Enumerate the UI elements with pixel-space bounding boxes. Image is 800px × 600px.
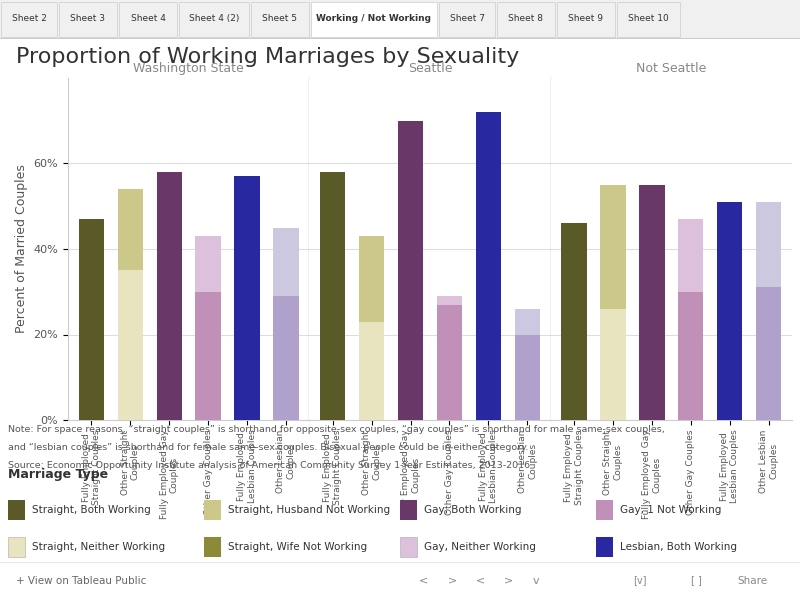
Text: Sheet 9: Sheet 9 <box>569 14 603 23</box>
FancyBboxPatch shape <box>400 500 418 520</box>
Title: Seattle: Seattle <box>408 62 452 76</box>
Text: Note: For space reasons, “straight couples” is shorthand for opposite-sex couple: Note: For space reasons, “straight coupl… <box>8 425 665 434</box>
Bar <box>437 296 462 305</box>
FancyBboxPatch shape <box>596 500 614 520</box>
Text: Straight, Both Working: Straight, Both Working <box>31 505 150 515</box>
Bar <box>600 309 626 420</box>
Text: Sheet 10: Sheet 10 <box>628 14 669 23</box>
Text: Gay, 1 Not Working: Gay, 1 Not Working <box>619 505 721 515</box>
Bar <box>562 223 586 420</box>
Title: Washington State: Washington State <box>134 62 244 76</box>
FancyBboxPatch shape <box>204 537 222 557</box>
Text: and “lesbian couples” is shorthand for female same-sex couples. Bisexual people : and “lesbian couples” is shorthand for f… <box>8 443 528 452</box>
FancyBboxPatch shape <box>119 2 177 37</box>
Bar <box>320 172 346 420</box>
FancyBboxPatch shape <box>557 2 615 37</box>
Bar <box>678 292 703 420</box>
FancyBboxPatch shape <box>439 2 495 37</box>
Text: <: < <box>475 575 485 586</box>
FancyBboxPatch shape <box>251 2 309 37</box>
Text: Sheet 8: Sheet 8 <box>509 14 543 23</box>
Text: Proportion of Working Marriages by Sexuality: Proportion of Working Marriages by Sexua… <box>16 47 519 67</box>
Bar <box>78 219 104 420</box>
Text: [ ]: [ ] <box>690 575 702 586</box>
Bar <box>398 121 423 420</box>
Text: Source: Economic Opportunity Institute analysis of American Community Survey 1-Y: Source: Economic Opportunity Institute a… <box>8 461 530 470</box>
Text: Sheet 4: Sheet 4 <box>130 14 166 23</box>
Bar <box>359 322 384 420</box>
FancyBboxPatch shape <box>400 537 418 557</box>
Text: [v]: [v] <box>634 575 646 586</box>
FancyBboxPatch shape <box>8 537 26 557</box>
Bar <box>639 185 665 420</box>
FancyBboxPatch shape <box>204 500 222 520</box>
Bar <box>195 292 221 420</box>
Text: Sheet 3: Sheet 3 <box>70 14 106 23</box>
Bar <box>437 305 462 420</box>
Text: Gay, Both Working: Gay, Both Working <box>423 505 521 515</box>
Y-axis label: Percent of Married Couples: Percent of Married Couples <box>15 164 28 334</box>
Text: Working / Not Working: Working / Not Working <box>317 14 431 23</box>
Text: Share: Share <box>737 575 767 586</box>
Bar <box>359 236 384 322</box>
Text: Straight, Wife Not Working: Straight, Wife Not Working <box>227 542 366 552</box>
Text: Straight, Husband Not Working: Straight, Husband Not Working <box>227 505 390 515</box>
FancyBboxPatch shape <box>497 2 555 37</box>
Text: <: < <box>419 575 429 586</box>
FancyBboxPatch shape <box>59 2 117 37</box>
FancyBboxPatch shape <box>596 537 614 557</box>
Bar <box>476 112 501 420</box>
Text: Marriage Type: Marriage Type <box>8 468 108 481</box>
Bar <box>600 185 626 309</box>
Bar <box>157 172 182 420</box>
Text: Sheet 2: Sheet 2 <box>11 14 46 23</box>
Title: Not Seattle: Not Seattle <box>636 62 706 76</box>
Bar <box>756 202 782 287</box>
Text: Sheet 5: Sheet 5 <box>262 14 298 23</box>
Text: Lesbian, Both Working: Lesbian, Both Working <box>619 542 737 552</box>
FancyBboxPatch shape <box>1 2 57 37</box>
Text: >: > <box>503 575 513 586</box>
FancyBboxPatch shape <box>8 500 26 520</box>
Bar <box>274 296 298 420</box>
Bar <box>195 236 221 292</box>
FancyBboxPatch shape <box>0 0 800 39</box>
Bar <box>234 176 260 420</box>
FancyBboxPatch shape <box>617 2 680 37</box>
Text: >: > <box>447 575 457 586</box>
Bar <box>118 189 143 271</box>
Bar <box>118 271 143 420</box>
Bar <box>756 287 782 420</box>
Text: Sheet 7: Sheet 7 <box>450 14 485 23</box>
Bar <box>514 309 540 335</box>
Bar <box>274 227 298 296</box>
Bar <box>678 219 703 292</box>
Text: Sheet 4 (2): Sheet 4 (2) <box>189 14 239 23</box>
Text: Gay, Neither Working: Gay, Neither Working <box>423 542 535 552</box>
Bar <box>514 335 540 420</box>
Text: + View on Tableau Public: + View on Tableau Public <box>16 575 146 586</box>
Bar <box>717 202 742 420</box>
FancyBboxPatch shape <box>311 2 437 37</box>
Text: Straight, Neither Working: Straight, Neither Working <box>31 542 165 552</box>
Text: v: v <box>533 575 539 586</box>
FancyBboxPatch shape <box>179 2 249 37</box>
